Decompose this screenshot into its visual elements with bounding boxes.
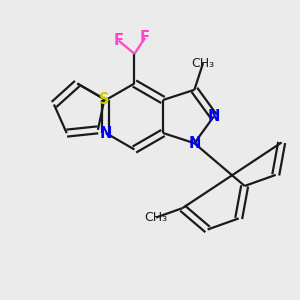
Text: F: F <box>114 33 124 48</box>
Text: CH₃: CH₃ <box>145 211 168 224</box>
Text: N: N <box>100 125 112 140</box>
Text: N: N <box>188 136 201 151</box>
Text: N: N <box>208 109 220 124</box>
Text: S: S <box>99 92 110 107</box>
Text: F: F <box>140 31 150 46</box>
Text: CH₃: CH₃ <box>191 57 214 70</box>
